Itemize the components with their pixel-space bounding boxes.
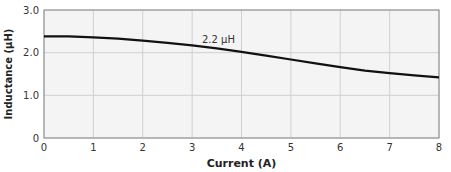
x-grid-line <box>290 10 291 138</box>
x-grid-line <box>241 10 242 138</box>
y-tick-label: 0 <box>33 133 39 144</box>
x-tick-label: 8 <box>436 142 442 153</box>
x-tick-label: 1 <box>90 142 96 153</box>
x-tick-label: 3 <box>189 142 195 153</box>
x-tick-label: 7 <box>386 142 392 153</box>
x-tick-label: 0 <box>41 142 47 153</box>
x-tick-label: 4 <box>238 142 244 153</box>
x-grid-line <box>93 10 94 138</box>
y-axis-label: Inductance (μH) <box>3 29 14 120</box>
x-tick-label: 2 <box>140 142 146 153</box>
y-tick-label: 3.0 <box>23 5 39 16</box>
plot-frame <box>44 10 439 138</box>
x-tick-label: 6 <box>337 142 343 153</box>
series-group <box>44 36 439 77</box>
annotation: 2.2 μH <box>202 34 235 45</box>
y-tick-label: 1.0 <box>23 90 39 101</box>
x-axis-label: Current (A) <box>207 157 277 170</box>
y-grid-line <box>44 95 439 96</box>
x-tick-label: 5 <box>288 142 294 153</box>
x-grid-line <box>192 10 193 138</box>
chart: 0 1 2 3 4 5 6 7 8 0 1.0 2.0 3.0 2.2 μH Current (A) Indu… <box>0 0 451 172</box>
plot-background <box>44 10 439 138</box>
x-grid-line <box>340 10 341 138</box>
x-grid-line <box>142 10 143 138</box>
y-tick-label: 2.0 <box>23 47 39 58</box>
line-series <box>44 36 439 77</box>
